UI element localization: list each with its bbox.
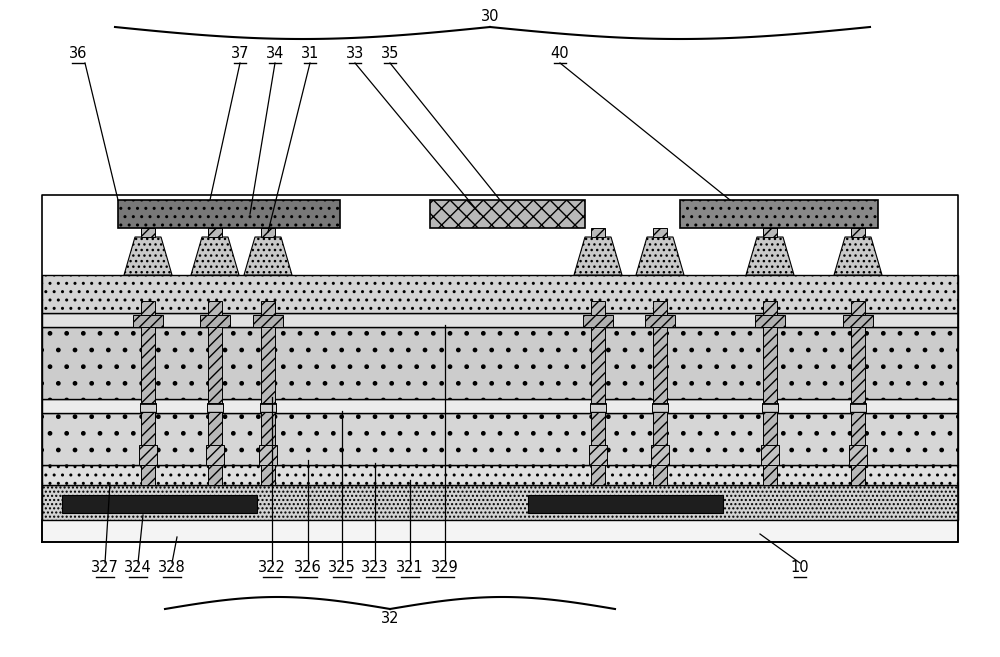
Polygon shape xyxy=(636,237,684,275)
Bar xyxy=(851,301,865,315)
Bar xyxy=(140,403,156,412)
Bar xyxy=(762,403,778,412)
Bar xyxy=(253,315,283,327)
Bar xyxy=(260,403,276,412)
Bar xyxy=(141,301,155,315)
Text: 40: 40 xyxy=(551,46,569,61)
Bar xyxy=(62,495,257,513)
Bar xyxy=(259,445,277,465)
Bar xyxy=(591,301,605,315)
Bar xyxy=(653,228,667,237)
Bar xyxy=(583,315,613,327)
Text: 328: 328 xyxy=(158,560,186,575)
Bar xyxy=(653,327,667,485)
Bar xyxy=(118,200,340,228)
Bar xyxy=(42,485,958,520)
Bar xyxy=(42,520,958,542)
Bar xyxy=(141,327,155,485)
Bar xyxy=(645,315,675,327)
Bar xyxy=(200,315,230,327)
Polygon shape xyxy=(244,237,292,275)
Text: 30: 30 xyxy=(481,9,499,24)
Text: 34: 34 xyxy=(266,46,284,61)
Text: 321: 321 xyxy=(396,560,424,575)
Bar xyxy=(851,327,865,485)
Bar xyxy=(430,200,585,228)
Bar xyxy=(42,327,958,399)
Bar xyxy=(851,228,865,237)
Bar xyxy=(208,327,222,485)
Bar xyxy=(591,327,605,485)
Bar xyxy=(763,228,777,237)
Text: 10: 10 xyxy=(791,560,809,575)
Polygon shape xyxy=(124,237,172,275)
Polygon shape xyxy=(834,237,882,275)
Bar xyxy=(651,445,669,465)
Text: 323: 323 xyxy=(361,560,389,575)
Text: 31: 31 xyxy=(301,46,319,61)
Bar xyxy=(207,403,223,412)
Bar xyxy=(261,301,275,315)
Text: 37: 37 xyxy=(231,46,249,61)
Text: 36: 36 xyxy=(69,46,87,61)
Bar xyxy=(755,315,785,327)
Bar xyxy=(843,315,873,327)
Text: 329: 329 xyxy=(431,560,459,575)
Bar xyxy=(139,445,157,465)
Bar xyxy=(680,200,878,228)
Text: 327: 327 xyxy=(91,560,119,575)
Text: 325: 325 xyxy=(328,560,356,575)
Text: 32: 32 xyxy=(381,611,399,626)
Bar xyxy=(590,403,606,412)
Bar xyxy=(589,445,607,465)
Bar xyxy=(528,495,723,513)
Bar xyxy=(763,327,777,485)
Bar xyxy=(133,315,163,327)
Polygon shape xyxy=(746,237,794,275)
Bar xyxy=(849,445,867,465)
Text: 324: 324 xyxy=(124,560,152,575)
Bar xyxy=(208,228,222,237)
Polygon shape xyxy=(574,237,622,275)
Bar xyxy=(42,465,958,485)
Bar xyxy=(42,275,958,313)
Bar xyxy=(591,228,605,237)
Bar xyxy=(42,313,958,327)
Bar xyxy=(653,301,667,315)
Bar xyxy=(208,301,222,315)
Bar xyxy=(206,445,224,465)
Bar xyxy=(42,399,958,413)
Text: 33: 33 xyxy=(346,46,364,61)
Bar xyxy=(652,403,668,412)
Text: 322: 322 xyxy=(258,560,286,575)
Bar xyxy=(261,327,275,485)
Polygon shape xyxy=(191,237,239,275)
Bar xyxy=(261,228,275,237)
Bar xyxy=(850,403,866,412)
Bar xyxy=(761,445,779,465)
Bar xyxy=(141,228,155,237)
Text: 326: 326 xyxy=(294,560,322,575)
Bar xyxy=(763,301,777,315)
Bar xyxy=(42,413,958,465)
Text: 35: 35 xyxy=(381,46,399,61)
